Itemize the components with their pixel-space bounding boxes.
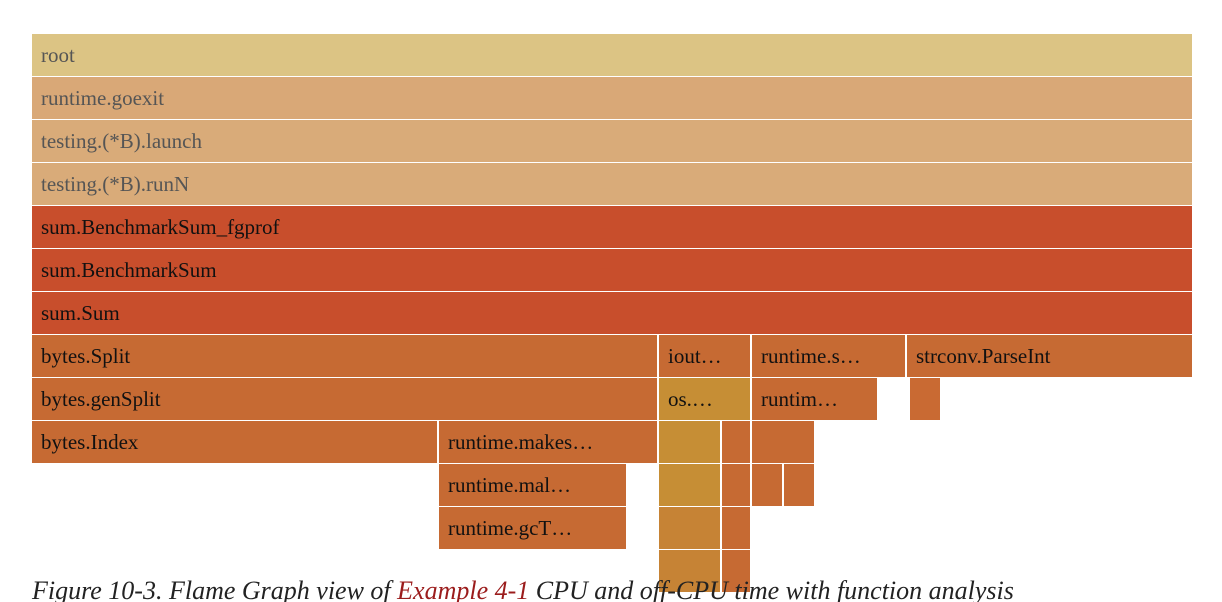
frame-block xyxy=(910,378,940,420)
frame[interactable]: strconv.ParseInt xyxy=(907,335,1192,377)
frame-block xyxy=(722,550,750,592)
frame-block xyxy=(752,421,814,463)
frame[interactable]: root xyxy=(32,34,1192,76)
frame-block xyxy=(659,550,720,592)
frame-block xyxy=(784,464,814,506)
frame[interactable]: runtime.makes… xyxy=(439,421,657,463)
caption-text: CPU and off-CPU time with function analy… xyxy=(529,576,1014,602)
frame[interactable]: sum.BenchmarkSum_fgprof xyxy=(32,206,1192,248)
frame[interactable]: bytes.Split xyxy=(32,335,657,377)
frame-block xyxy=(659,421,720,463)
caption-link[interactable]: Example 4-1 xyxy=(397,576,530,602)
frame-block xyxy=(659,507,720,549)
frame[interactable]: os.… xyxy=(659,378,750,420)
frame-block xyxy=(752,464,782,506)
frame-block xyxy=(659,464,720,506)
frame-block xyxy=(722,464,750,506)
frame[interactable]: sum.BenchmarkSum xyxy=(32,249,1192,291)
frame[interactable]: runtime.goexit xyxy=(32,77,1192,119)
frame[interactable]: bytes.Index xyxy=(32,421,437,463)
frame[interactable]: sum.Sum xyxy=(32,292,1192,334)
frame[interactable]: testing.(*B).launch xyxy=(32,120,1192,162)
frame[interactable]: runtim… xyxy=(752,378,877,420)
frame-block xyxy=(722,421,750,463)
frame-block xyxy=(722,507,750,549)
frame[interactable]: bytes.genSplit xyxy=(32,378,657,420)
figure-caption: Figure 10-3. Flame Graph view of Example… xyxy=(32,576,1014,602)
frame[interactable]: iout… xyxy=(659,335,750,377)
frame[interactable]: runtime.s… xyxy=(752,335,905,377)
frame[interactable]: testing.(*B).runN xyxy=(32,163,1192,205)
frame[interactable]: runtime.gcT… xyxy=(439,507,626,549)
caption-text: Figure 10-3. Flame Graph view of xyxy=(32,576,398,602)
frame[interactable]: runtime.mal… xyxy=(439,464,626,506)
